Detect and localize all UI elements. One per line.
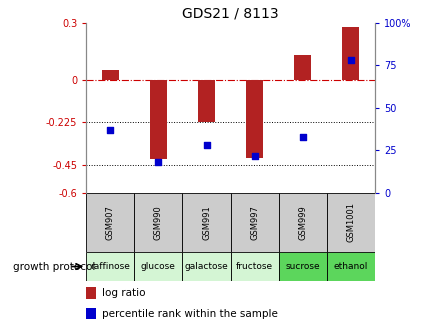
Bar [230,193,278,252]
Text: galactose: galactose [184,262,228,271]
Bar [278,252,326,281]
Title: GDS21 / 8113: GDS21 / 8113 [182,6,278,20]
Bar [342,27,359,79]
Bar [86,308,95,319]
Text: GSM997: GSM997 [249,205,258,240]
Bar [326,252,374,281]
Bar [134,252,182,281]
Point [203,143,209,148]
Text: growth protocol: growth protocol [13,262,95,271]
Text: sucrose: sucrose [285,262,319,271]
Bar [230,252,278,281]
Bar [294,55,310,79]
Text: glucose: glucose [141,262,175,271]
Bar [326,193,374,252]
Text: GSM907: GSM907 [105,205,114,240]
Point [298,134,305,139]
Bar [86,193,134,252]
Point [347,58,353,63]
Text: log ratio: log ratio [101,288,145,298]
Text: GSM999: GSM999 [298,205,307,240]
Bar [86,287,95,299]
Point [251,153,258,158]
Text: fructose: fructose [236,262,273,271]
Bar [278,193,326,252]
Text: ethanol: ethanol [333,262,367,271]
Bar [246,79,262,158]
Bar [198,79,215,122]
Text: raffinose: raffinose [90,262,130,271]
Bar [182,193,230,252]
Text: GSM990: GSM990 [154,205,163,240]
Bar [150,79,166,159]
Text: percentile rank within the sample: percentile rank within the sample [101,309,277,318]
Bar [134,193,182,252]
Bar [101,70,118,79]
Text: GSM991: GSM991 [202,205,211,240]
Point [107,128,114,133]
Point [155,160,162,165]
Text: GSM1001: GSM1001 [346,202,355,242]
Bar [86,252,134,281]
Bar [182,252,230,281]
